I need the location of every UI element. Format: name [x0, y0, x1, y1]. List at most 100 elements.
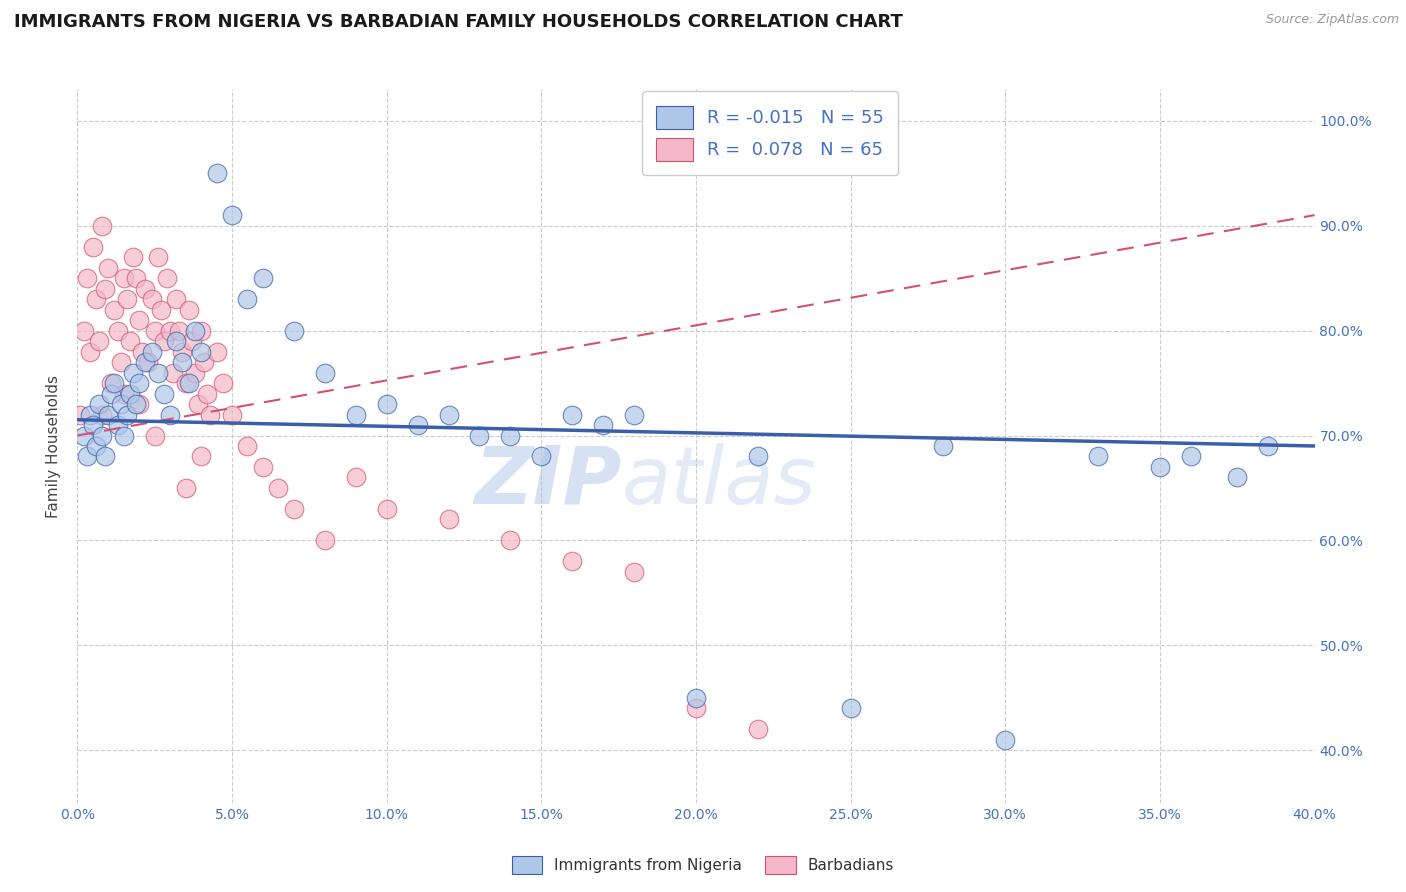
- Point: [932, 439, 955, 453]
- Point: [200, 408, 222, 422]
- Point: [115, 408, 138, 422]
- Point: [153, 334, 176, 348]
- Point: [110, 397, 132, 411]
- Point: [344, 470, 367, 484]
- Point: [125, 271, 148, 285]
- Point: [236, 292, 259, 306]
- Text: IMMIGRANTS FROM NIGERIA VS BARBADIAN FAMILY HOUSEHOLDS CORRELATION CHART: IMMIGRANTS FROM NIGERIA VS BARBADIAN FAM…: [14, 13, 903, 31]
- Point: [69, 408, 91, 422]
- Point: [205, 166, 228, 180]
- Point: [76, 450, 98, 464]
- Point: [623, 408, 645, 422]
- Point: [499, 428, 522, 442]
- Point: [84, 292, 107, 306]
- Point: [267, 481, 290, 495]
- Point: [314, 533, 336, 548]
- Point: [839, 701, 862, 715]
- Point: [592, 417, 614, 432]
- Point: [375, 397, 398, 411]
- Point: [221, 408, 243, 422]
- Point: [87, 334, 110, 348]
- Point: [138, 355, 160, 369]
- Point: [747, 723, 769, 737]
- Point: [128, 313, 150, 327]
- Point: [122, 366, 145, 380]
- Point: [221, 208, 243, 222]
- Point: [252, 460, 274, 475]
- Point: [314, 366, 336, 380]
- Point: [131, 344, 153, 359]
- Point: [685, 690, 707, 705]
- Point: [177, 302, 200, 317]
- Point: [1257, 439, 1279, 453]
- Point: [76, 271, 98, 285]
- Point: [94, 282, 117, 296]
- Point: [437, 512, 460, 526]
- Point: [156, 271, 179, 285]
- Point: [165, 292, 187, 306]
- Text: ZIP: ZIP: [474, 442, 621, 521]
- Point: [205, 344, 228, 359]
- Point: [685, 701, 707, 715]
- Point: [159, 324, 181, 338]
- Point: [97, 260, 120, 275]
- Point: [1087, 450, 1109, 464]
- Point: [103, 302, 125, 317]
- Point: [252, 271, 274, 285]
- Point: [82, 417, 104, 432]
- Point: [115, 292, 138, 306]
- Point: [91, 428, 114, 442]
- Point: [437, 408, 460, 422]
- Point: [112, 428, 135, 442]
- Point: [103, 376, 125, 390]
- Point: [236, 439, 259, 453]
- Point: [159, 408, 181, 422]
- Point: [79, 344, 101, 359]
- Point: [211, 376, 233, 390]
- Point: [180, 334, 202, 348]
- Y-axis label: Family Households: Family Households: [46, 375, 62, 517]
- Point: [283, 502, 305, 516]
- Point: [994, 732, 1017, 747]
- Point: [143, 428, 166, 442]
- Point: [97, 408, 120, 422]
- Point: [184, 324, 207, 338]
- Point: [112, 386, 135, 401]
- Point: [169, 324, 191, 338]
- Point: [72, 428, 94, 442]
- Point: [146, 250, 169, 264]
- Point: [107, 324, 129, 338]
- Point: [187, 397, 209, 411]
- Point: [530, 450, 553, 464]
- Point: [87, 397, 110, 411]
- Point: [91, 219, 114, 233]
- Point: [118, 386, 141, 401]
- Point: [118, 334, 141, 348]
- Point: [141, 344, 163, 359]
- Point: [79, 408, 101, 422]
- Point: [190, 324, 212, 338]
- Point: [499, 533, 522, 548]
- Point: [184, 366, 207, 380]
- Legend: Immigrants from Nigeria, Barbadians: Immigrants from Nigeria, Barbadians: [506, 850, 900, 880]
- Point: [128, 397, 150, 411]
- Point: [172, 355, 194, 369]
- Point: [162, 366, 184, 380]
- Point: [128, 376, 150, 390]
- Point: [122, 250, 145, 264]
- Point: [84, 439, 107, 453]
- Point: [172, 344, 194, 359]
- Point: [72, 324, 94, 338]
- Point: [344, 408, 367, 422]
- Point: [91, 408, 114, 422]
- Text: Source: ZipAtlas.com: Source: ZipAtlas.com: [1265, 13, 1399, 27]
- Point: [146, 366, 169, 380]
- Point: [134, 282, 156, 296]
- Point: [1180, 450, 1202, 464]
- Point: [134, 355, 156, 369]
- Point: [623, 565, 645, 579]
- Point: [143, 324, 166, 338]
- Point: [165, 334, 187, 348]
- Point: [190, 450, 212, 464]
- Point: [94, 450, 117, 464]
